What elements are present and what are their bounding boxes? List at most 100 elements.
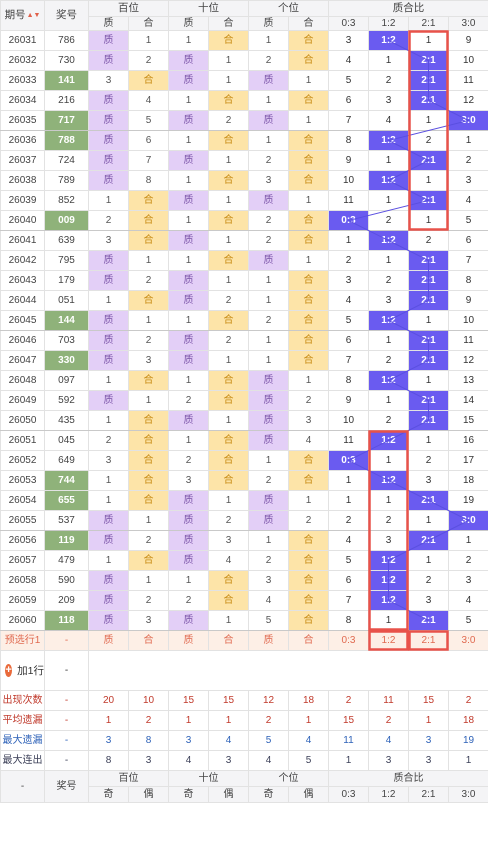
issue-number: 26051 — [0, 430, 45, 451]
add-row-cell[interactable]: + 加1行 — [0, 650, 45, 691]
stat-value: 1 — [168, 710, 209, 731]
preselect-cell[interactable]: 合 — [288, 630, 329, 651]
issue-column-header[interactable]: 期号▲▼ — [0, 0, 45, 31]
prime-cell: 质 — [88, 170, 129, 191]
sort-icon[interactable]: ▲▼ — [26, 12, 41, 19]
issue-number: 26060 — [0, 610, 45, 631]
preselect-cell[interactable]: 质 — [248, 630, 289, 651]
ratio-cell: 12 — [448, 350, 488, 371]
stat-value: 3 — [208, 750, 249, 771]
composite-cell: 1 — [208, 70, 249, 91]
preselect-row[interactable]: 预选行1 - 质 合 质 合 质 合 0:3 1:2 2:1 3:0 — [0, 630, 488, 651]
preselect-cell[interactable]: 质 — [88, 630, 129, 651]
ratio-cell: 1 — [328, 490, 369, 511]
prime-cell: 1 — [168, 310, 209, 331]
issue-number: 26055 — [0, 510, 45, 531]
footer-subheader: 奇 — [168, 786, 209, 803]
prime-cell: 1 — [88, 490, 129, 511]
ratio-cell: 7 — [328, 110, 369, 131]
composite-cell: 合 — [288, 310, 329, 331]
preselect-label[interactable]: 预选行1 — [0, 630, 45, 651]
composite-cell: 合 — [288, 30, 329, 51]
stat-row: 平均遗漏 -1 2 1 1 2 1 15 2 1 18 — [0, 710, 488, 731]
prime-cell: 1 — [168, 130, 209, 151]
stat-value: 4 — [288, 730, 329, 751]
prime-cell: 1 — [248, 350, 289, 371]
preselect-cell[interactable]: 质 — [168, 630, 209, 651]
prize-number: 141 — [44, 70, 89, 91]
stat-value: 1 — [328, 750, 369, 771]
composite-cell: 合 — [288, 150, 329, 171]
issue-number: 26036 — [0, 130, 45, 151]
preselect-ratio[interactable]: 1:2 — [368, 630, 409, 651]
preselect-cell[interactable]: 合 — [208, 630, 249, 651]
composite-cell: 2 — [208, 290, 249, 311]
issue-number: 26046 — [0, 330, 45, 351]
prize-number: 789 — [44, 170, 89, 191]
ratio-cell: 6 — [328, 90, 369, 111]
draw-row: 26044 051 1 合质 2 1 合 4 3 2:1 9 — [0, 290, 488, 311]
issue-number: 26056 — [0, 530, 45, 551]
stat-value: 20 — [88, 690, 129, 711]
footer-subheader: 奇 — [248, 786, 289, 803]
composite-cell: 合 — [288, 550, 329, 571]
ratio-cell: 2:1 — [408, 270, 449, 291]
composite-cell: 8 — [128, 170, 169, 191]
stat-value: 3 — [408, 730, 449, 751]
stat-value: 8 — [88, 750, 129, 771]
composite-cell: 1 — [208, 490, 249, 511]
ratio-cell: 2 — [408, 230, 449, 251]
stat-value: 15 — [408, 690, 449, 711]
stat-value: 11 — [368, 690, 409, 711]
composite-cell: 合 — [288, 590, 329, 611]
ratio-1-2-header: 1:2 — [368, 16, 409, 31]
composite-cell: 合 — [128, 470, 169, 491]
prime-cell: 质 — [168, 290, 209, 311]
ratio-cell: 3 — [448, 170, 488, 191]
plus-icon: + — [5, 664, 13, 677]
composite-cell: 4 — [208, 550, 249, 571]
stat-value: 19 — [448, 730, 488, 751]
prize-number: 703 — [44, 330, 89, 351]
preselect-ratio[interactable]: 2:1 — [408, 630, 449, 651]
ratio-cell: 2 — [408, 450, 449, 471]
add-row-button[interactable]: + 加1行 — [2, 662, 44, 680]
issue-number: 26052 — [0, 450, 45, 471]
zhihe-trend-table: 期号▲▼ 奖号 百位 十位 个位 质合比 质 合 质 合 质 合 0:3 1:2… — [0, 0, 488, 803]
prize-number: 479 — [44, 550, 89, 571]
composite-cell: 1 — [288, 370, 329, 391]
prime-cell: 2 — [248, 550, 289, 571]
prime-cell: 质 — [168, 190, 209, 211]
composite-cell: 4 — [128, 90, 169, 111]
ratio-cell: 2:1 — [408, 530, 449, 551]
draw-row: 26057 479 1 合质 4 2 合 5 1:2 1 2 — [0, 550, 488, 571]
preselect-ratio[interactable]: 0:3 — [328, 630, 369, 651]
composite-cell: 合 — [208, 210, 249, 231]
composite-cell: 合 — [288, 290, 329, 311]
composite-cell: 1 — [208, 410, 249, 431]
ratio-cell: 2:1 — [408, 410, 449, 431]
preselect-cell[interactable]: 合 — [128, 630, 169, 651]
draw-row: 26049 592 质 1 2 合质 2 9 1 2:1 14 — [0, 390, 488, 411]
prime-cell: 1 — [248, 330, 289, 351]
draw-row: 26036 788 质 6 1 合 1 合 8 1:2 2 1 — [0, 130, 488, 151]
prize-number: 119 — [44, 530, 89, 551]
ratio-cell: 1 — [368, 390, 409, 411]
prize-number: 788 — [44, 130, 89, 151]
prime-cell: 质 — [248, 490, 289, 511]
issue-number: 26031 — [0, 30, 45, 51]
prize-number: 795 — [44, 250, 89, 271]
preselect-ratio[interactable]: 3:0 — [448, 630, 488, 651]
prime-cell: 质 — [88, 90, 129, 111]
composite-cell: 1 — [208, 230, 249, 251]
stat-dash: - — [44, 710, 89, 731]
composite-cell: 合 — [208, 570, 249, 591]
composite-cell: 合 — [288, 570, 329, 591]
composite-cell: 1 — [128, 30, 169, 51]
ratio-cell: 10 — [328, 410, 369, 431]
prime-cell: 质 — [88, 250, 129, 271]
composite-cell: 合 — [288, 470, 329, 491]
ratio-cell: 2 — [448, 550, 488, 571]
prize-number: 592 — [44, 390, 89, 411]
composite-cell: 1 — [128, 310, 169, 331]
